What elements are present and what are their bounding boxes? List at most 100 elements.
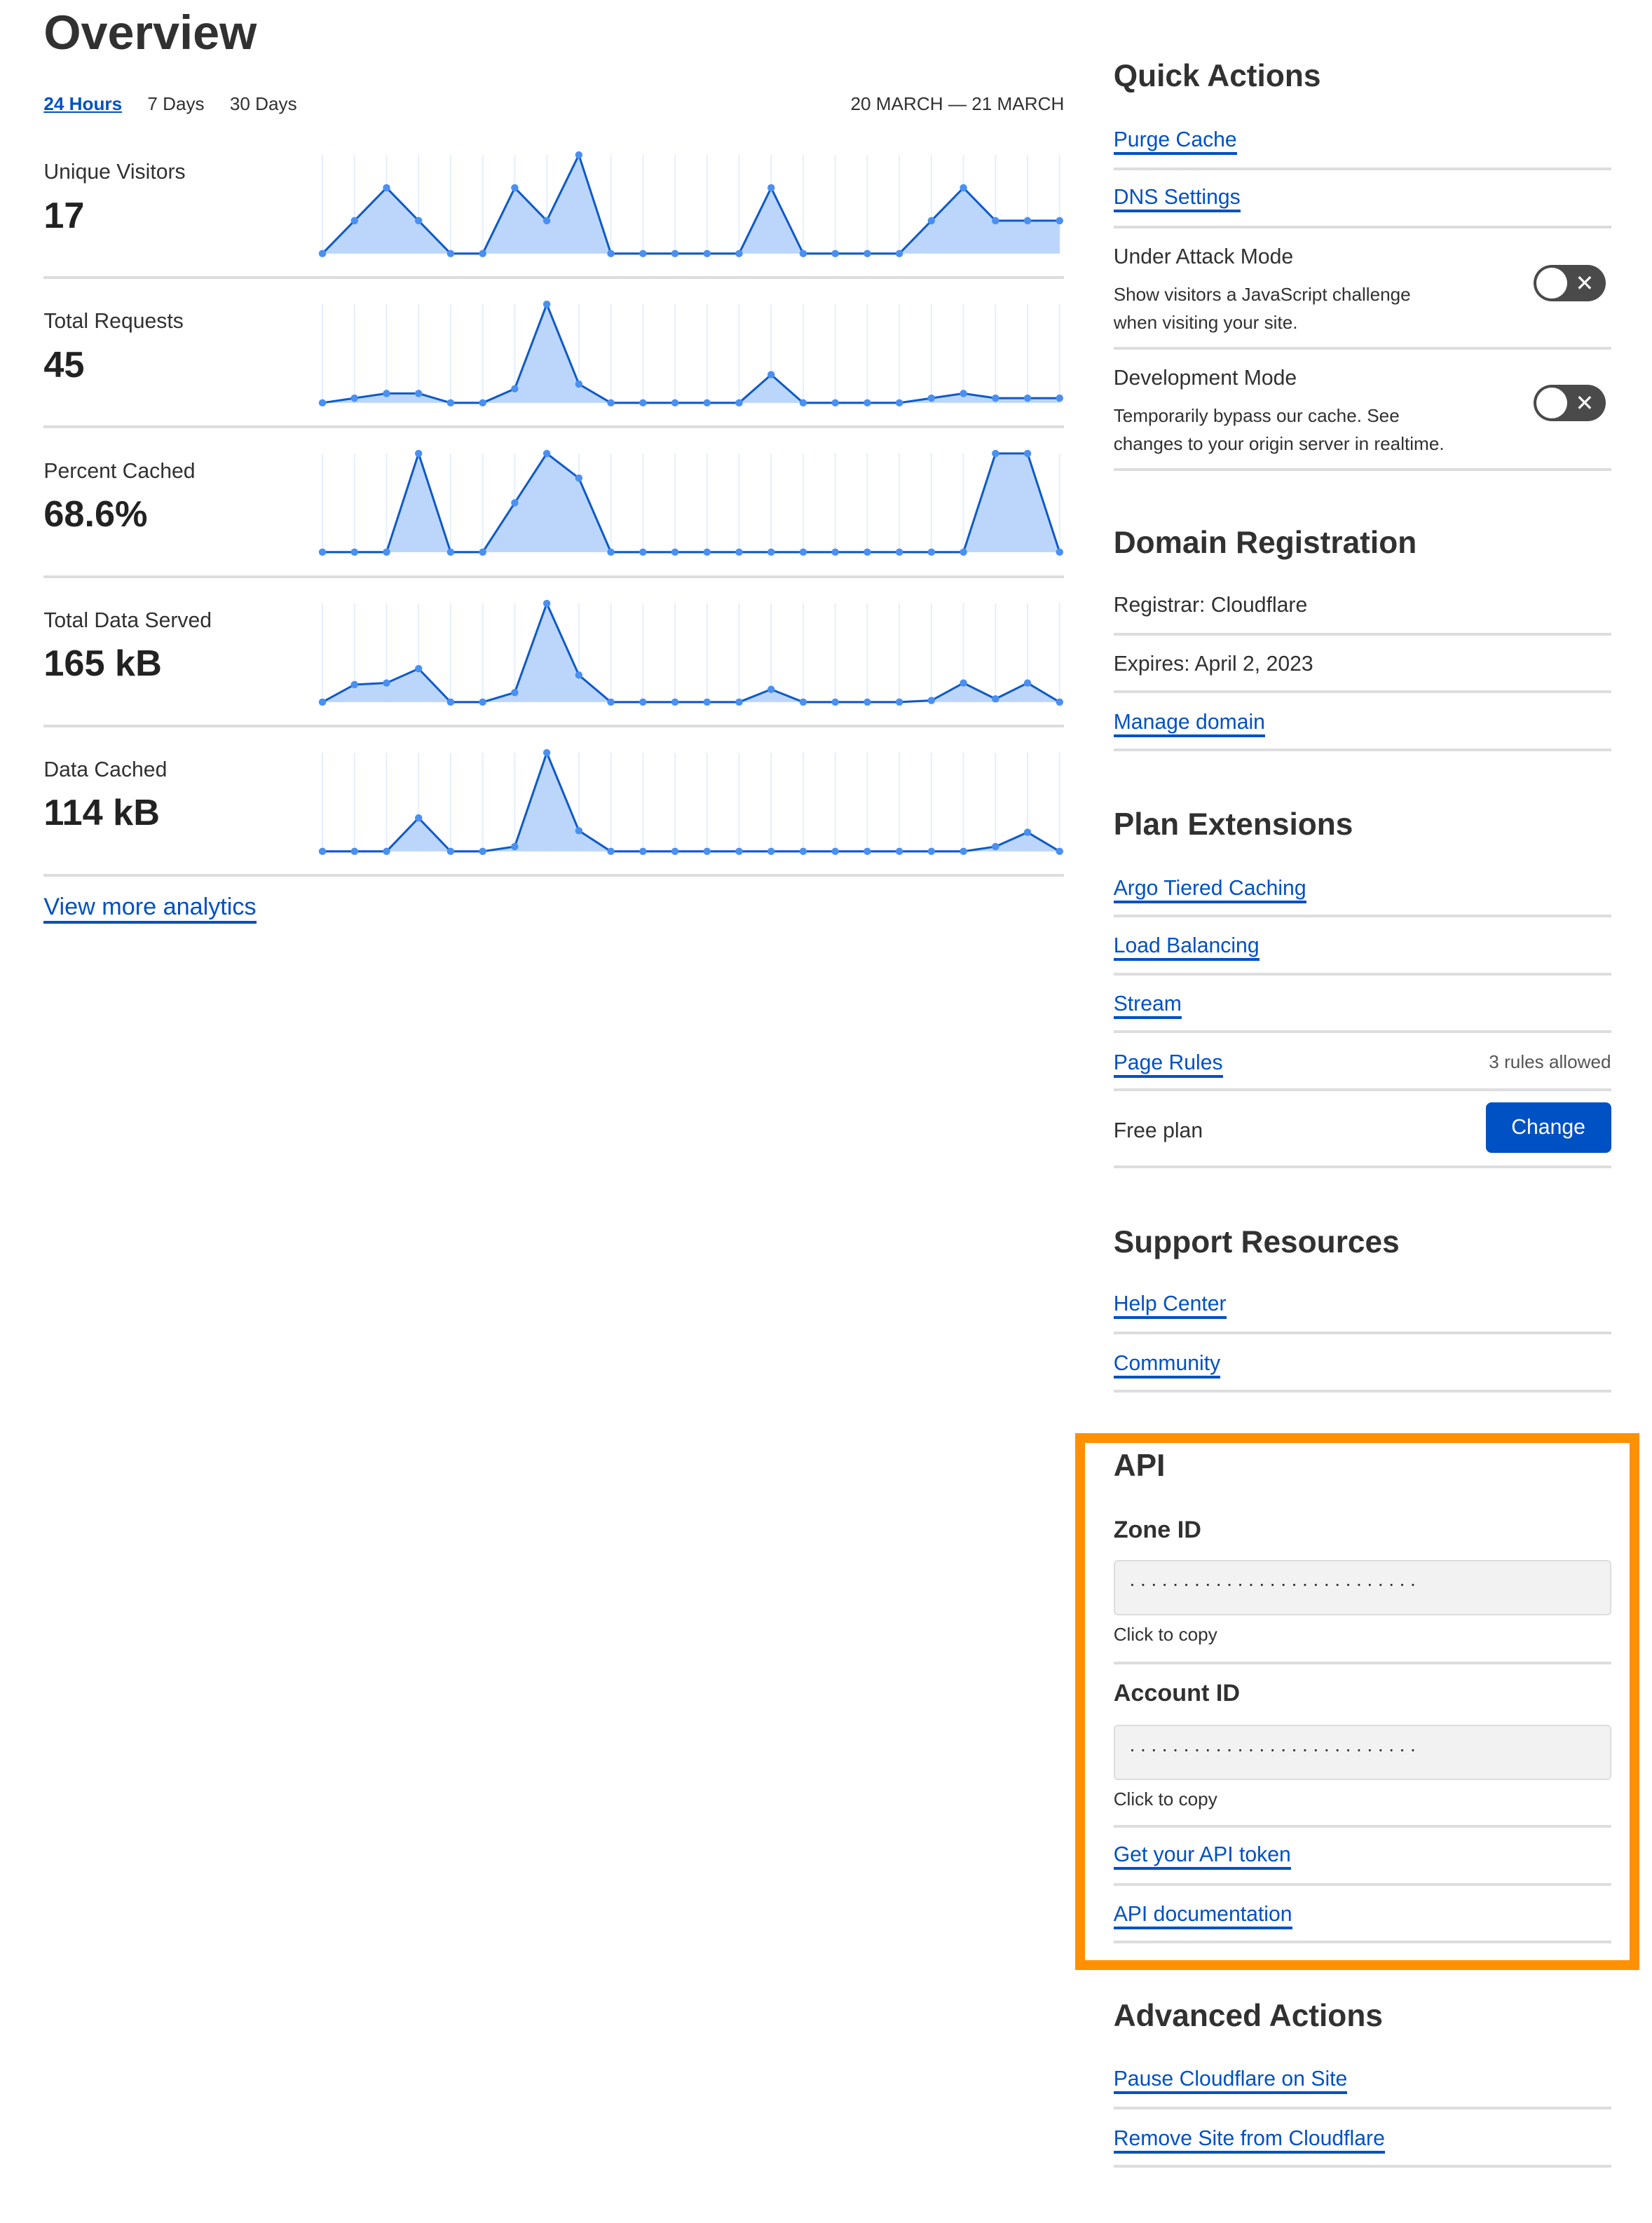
data-point[interactable] [575,151,583,159]
data-point[interactable] [479,249,487,258]
data-point[interactable] [896,249,903,258]
data-point[interactable] [415,814,423,822]
data-point[interactable] [767,847,775,855]
data-point[interactable] [319,549,327,556]
tab-24-hours[interactable]: 24 Hours [43,93,123,114]
development-mode-toggle[interactable]: ✕ [1533,384,1606,422]
data-point[interactable] [671,698,679,706]
data-point[interactable] [351,217,359,225]
data-point[interactable] [607,698,615,706]
data-point[interactable] [415,217,423,225]
data-point[interactable] [928,395,936,402]
data-point[interactable] [351,680,359,688]
manage-domain-link[interactable]: Manage domain [1113,711,1265,737]
data-point[interactable] [704,549,711,556]
tab-7-days[interactable]: 7 Days [147,93,205,114]
data-point[interactable] [1056,217,1064,225]
data-point[interactable] [575,671,583,679]
data-point[interactable] [1056,549,1064,556]
data-point[interactable] [479,549,487,556]
data-point[interactable] [896,399,903,407]
data-point[interactable] [1024,395,1032,402]
data-point[interactable] [992,842,1000,851]
data-point[interactable] [1024,450,1032,458]
purge-cache-link[interactable]: Purge Cache [1113,128,1237,155]
data-point[interactable] [415,450,423,458]
data-point[interactable] [704,698,711,706]
remove-site-link[interactable]: Remove Site from Cloudflare [1113,2127,1385,2154]
account-id-copy-hint[interactable]: Click to copy [1113,1788,1217,1810]
load-balancing-link[interactable]: Load Balancing [1113,934,1260,962]
data-point[interactable] [1024,678,1032,687]
data-point[interactable] [863,549,872,556]
data-point[interactable] [1056,847,1064,855]
data-point[interactable] [511,842,519,851]
data-point[interactable] [928,217,936,225]
data-point[interactable] [671,847,679,855]
data-point[interactable] [767,549,775,556]
data-point[interactable] [575,381,583,388]
data-point[interactable] [800,698,807,706]
tab-30-days[interactable]: 30 Days [229,93,297,114]
data-point[interactable] [735,847,744,855]
data-point[interactable] [383,184,391,192]
data-point[interactable] [960,549,968,556]
data-point[interactable] [928,696,936,704]
stream-link[interactable]: Stream [1113,992,1182,1019]
data-point[interactable] [511,385,519,393]
data-point[interactable] [671,249,679,258]
data-point[interactable] [831,249,840,258]
data-point[interactable] [831,847,840,855]
data-point[interactable] [383,847,391,855]
data-point[interactable] [704,249,711,258]
data-point[interactable] [1056,395,1064,402]
data-point[interactable] [447,847,455,855]
data-point[interactable] [671,549,679,556]
data-point[interactable] [863,698,872,706]
data-point[interactable] [863,847,872,855]
view-more-analytics-link[interactable]: View more analytics [43,894,257,924]
zone-id-copy-hint[interactable]: Click to copy [1113,1623,1217,1645]
data-point[interactable] [800,847,807,855]
data-point[interactable] [1024,217,1032,225]
dns-settings-link[interactable]: DNS Settings [1113,186,1241,213]
data-point[interactable] [863,399,872,407]
data-point[interactable] [511,688,519,697]
zone-id-field[interactable]: ··························· [1113,1560,1611,1615]
data-point[interactable] [960,184,968,192]
argo-tiered-caching-link[interactable]: Argo Tiered Caching [1113,877,1306,903]
data-point[interactable] [351,549,359,556]
data-point[interactable] [543,599,551,607]
community-link[interactable]: Community [1113,1352,1221,1379]
data-point[interactable] [767,371,775,379]
data-point[interactable] [767,184,775,192]
get-api-token-link[interactable]: Get your API token [1113,1843,1291,1870]
data-point[interactable] [319,698,327,706]
data-point[interactable] [735,249,744,258]
change-plan-button[interactable]: Change [1485,1102,1611,1153]
data-point[interactable] [383,678,391,687]
data-point[interactable] [639,698,648,706]
data-point[interactable] [607,249,615,258]
data-point[interactable] [607,549,615,556]
data-point[interactable] [704,399,711,407]
data-point[interactable] [896,847,903,855]
data-point[interactable] [735,399,744,407]
data-point[interactable] [351,395,359,402]
data-point[interactable] [415,390,423,397]
data-point[interactable] [415,664,423,673]
data-point[interactable] [1056,698,1064,706]
data-point[interactable] [319,847,327,855]
data-point[interactable] [1024,828,1032,836]
data-point[interactable] [447,399,455,407]
data-point[interactable] [607,399,615,407]
pause-cloudflare-link[interactable]: Pause Cloudflare on Site [1113,2067,1348,2095]
data-point[interactable] [800,549,807,556]
data-point[interactable] [447,698,455,706]
data-point[interactable] [800,399,807,407]
page-rules-link[interactable]: Page Rules [1113,1051,1223,1079]
data-point[interactable] [447,249,455,258]
data-point[interactable] [960,390,968,397]
data-point[interactable] [479,399,487,407]
under-attack-mode-toggle[interactable]: ✕ [1533,265,1606,302]
